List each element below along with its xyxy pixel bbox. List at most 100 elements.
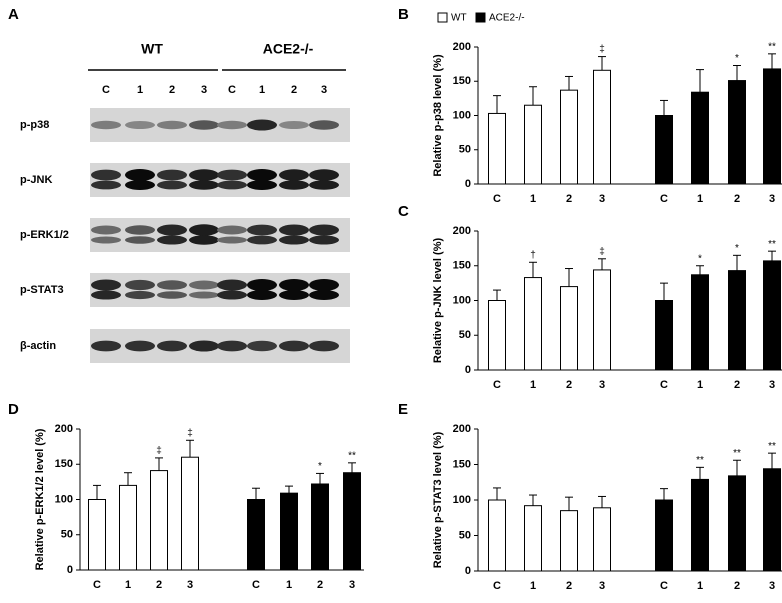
blot-row-label: p-JNK — [20, 174, 52, 186]
blot-band — [189, 235, 219, 245]
significance: ** — [768, 441, 776, 452]
blot-band — [279, 290, 309, 300]
blot-band — [125, 169, 155, 181]
blot-strip — [90, 163, 350, 197]
blot-band — [309, 180, 339, 190]
blot-band — [247, 235, 277, 245]
y-tick-label: 0 — [465, 565, 471, 577]
blot-band — [157, 235, 187, 245]
blot-band — [247, 340, 277, 352]
bar — [343, 472, 361, 571]
blot-band — [91, 340, 121, 352]
lane-label: 3 — [321, 84, 327, 96]
y-tick-label: 0 — [67, 564, 73, 576]
y-tick-label: 200 — [453, 423, 471, 435]
blot-band — [125, 225, 155, 235]
blot-row-label: p-ERK1/2 — [20, 229, 69, 241]
x-tick-label: 2 — [566, 193, 572, 205]
legend-swatch — [437, 12, 448, 23]
x-tick-label: C — [493, 379, 501, 391]
y-axis-label: Relative p-JNK level (%) — [432, 238, 444, 364]
significance: ‡ — [599, 246, 605, 257]
panel-letter: C — [398, 203, 409, 220]
panel-letter: B — [398, 6, 409, 23]
blot-band — [125, 120, 155, 130]
blot-band — [247, 290, 277, 300]
x-tick-label: 1 — [286, 579, 292, 591]
bar — [247, 499, 265, 571]
y-tick-label: 50 — [459, 329, 471, 341]
significance: † — [530, 250, 536, 261]
bar — [524, 277, 542, 371]
blot-band — [217, 279, 247, 291]
significance: ** — [768, 41, 776, 52]
significance: * — [698, 253, 702, 264]
blot-band — [279, 340, 309, 352]
blot-band — [91, 279, 121, 291]
significance: ** — [696, 455, 704, 466]
bar — [488, 112, 506, 185]
blot-band — [217, 225, 247, 235]
bar — [88, 499, 106, 571]
x-tick-label: 3 — [187, 579, 193, 591]
blot-band — [125, 340, 155, 352]
blot-band — [157, 180, 187, 190]
blot-band — [125, 236, 155, 244]
blot-band — [309, 169, 339, 181]
panel-letter: D — [8, 401, 19, 418]
blot-band — [189, 280, 219, 290]
y-tick-label: 150 — [55, 458, 73, 470]
blot-band — [91, 290, 121, 300]
lane-label: 3 — [201, 84, 207, 96]
x-tick-label: 1 — [125, 579, 131, 591]
y-tick-label: 150 — [453, 458, 471, 470]
x-tick-label: C — [660, 193, 668, 205]
significance: ** — [768, 239, 776, 250]
blot-band — [157, 120, 187, 130]
y-tick-label: 100 — [453, 494, 471, 506]
x-tick-label: 2 — [566, 580, 572, 592]
x-tick-label: 3 — [349, 579, 355, 591]
bar — [524, 505, 542, 572]
blot-band — [279, 180, 309, 190]
lane-label: 1 — [137, 84, 143, 96]
x-tick-label: 3 — [769, 379, 775, 391]
x-tick-label: 2 — [317, 579, 323, 591]
blot-band — [309, 290, 339, 300]
x-tick-label: 1 — [697, 193, 703, 205]
y-axis-label: Relative p-ERK1/2 level (%) — [34, 428, 46, 570]
blot-band — [157, 169, 187, 181]
x-tick-label: 1 — [530, 379, 536, 391]
blot-band — [91, 169, 121, 181]
x-tick-label: 1 — [697, 580, 703, 592]
x-tick-label: 2 — [156, 579, 162, 591]
blot-band — [189, 180, 219, 190]
bar — [488, 300, 506, 371]
significance: ‡ — [187, 428, 193, 439]
y-axis-label: Relative p-p38 level (%) — [432, 54, 444, 177]
blot-band — [157, 291, 187, 299]
y-tick-label: 200 — [453, 41, 471, 53]
x-tick-label: C — [252, 579, 260, 591]
blot-band — [247, 224, 277, 236]
bar — [593, 69, 611, 185]
x-tick-label: C — [493, 193, 501, 205]
significance: ** — [348, 450, 356, 461]
blot-band — [217, 290, 247, 300]
y-tick-label: 150 — [453, 75, 471, 87]
significance: * — [318, 461, 322, 472]
y-tick-label: 150 — [453, 260, 471, 272]
group-label: WT — [141, 41, 163, 57]
bar — [655, 300, 673, 371]
blot-band — [279, 120, 309, 130]
y-tick-label: 100 — [453, 294, 471, 306]
significance: * — [735, 243, 739, 254]
blot-band — [91, 225, 121, 235]
blot-strip — [90, 273, 350, 307]
bar — [655, 115, 673, 185]
blot-band — [309, 224, 339, 236]
blot-band — [217, 236, 247, 244]
blot-band — [157, 340, 187, 352]
lane-label: 2 — [291, 84, 297, 96]
x-tick-label: 3 — [599, 193, 605, 205]
